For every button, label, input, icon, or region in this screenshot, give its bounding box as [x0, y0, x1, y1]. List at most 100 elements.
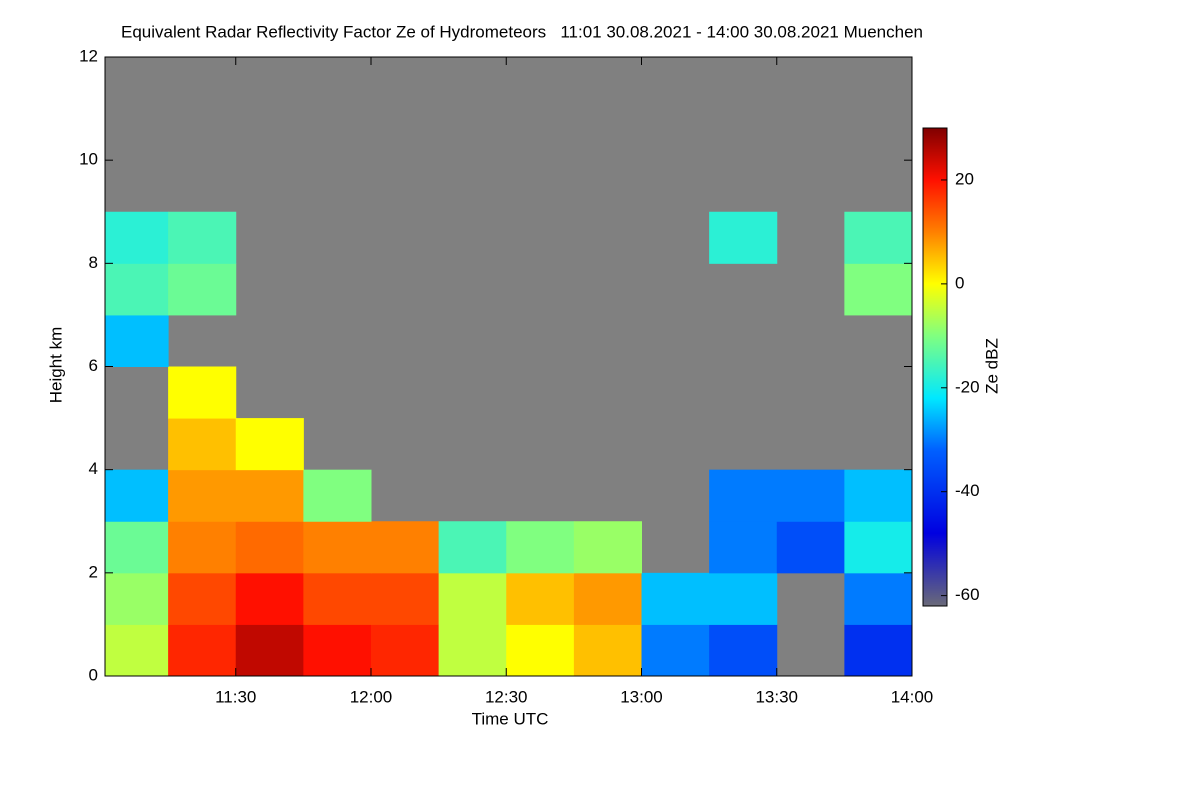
colorbar-strip: [923, 601, 947, 603]
colorbar-strip: [923, 571, 947, 573]
colorbar-strip: [923, 143, 947, 145]
heatmap-cell: [641, 572, 710, 625]
colorbar-strip: [923, 213, 947, 215]
colorbar-strip: [923, 329, 947, 331]
colorbar-strip: [923, 395, 947, 397]
colorbar-strip: [923, 293, 947, 295]
colorbar-strip: [923, 290, 947, 292]
colorbar-strip: [923, 495, 947, 497]
colorbar-strip: [923, 236, 947, 238]
colorbar-strip: [923, 202, 947, 204]
colorbar-strip: [923, 385, 947, 387]
colorbar-strip: [923, 278, 947, 280]
colorbar-strip: [923, 540, 947, 542]
colorbar-strip: [923, 318, 947, 320]
colorbar-strip: [923, 212, 947, 214]
colorbar-strip: [923, 519, 947, 521]
colorbar-strip: [923, 312, 947, 314]
colorbar-strip: [923, 292, 947, 294]
y-tick-label: 0: [89, 665, 98, 684]
colorbar-strip: [923, 443, 947, 445]
colorbar-strip: [923, 179, 947, 181]
heatmap-cell: [105, 263, 169, 316]
colorbar-strip: [923, 386, 947, 388]
colorbar-strip: [923, 324, 947, 326]
colorbar-strip: [923, 551, 947, 553]
colorbar-strip: [923, 409, 947, 411]
colorbar-strip: [923, 445, 947, 447]
colorbar-strip: [923, 240, 947, 242]
colorbar-strip: [923, 485, 947, 487]
colorbar-strip: [923, 271, 947, 273]
colorbar-strip: [923, 250, 947, 252]
colorbar-strip: [923, 294, 947, 296]
colorbar-strip: [923, 201, 947, 203]
y-tick-label: 12: [79, 46, 98, 65]
colorbar-strip: [923, 211, 947, 213]
colorbar-strip: [923, 193, 947, 195]
colorbar-strip: [923, 251, 947, 253]
colorbar-strip: [923, 275, 947, 277]
colorbar-strip: [923, 467, 947, 469]
colorbar-strip: [923, 532, 947, 534]
colorbar-strip: [923, 554, 947, 556]
colorbar-strip: [923, 301, 947, 303]
colorbar-strip: [923, 459, 947, 461]
chart-title: Equivalent Radar Reflectivity Factor Ze …: [121, 22, 923, 41]
colorbar-strip: [923, 168, 947, 170]
colorbar-strip: [923, 490, 947, 492]
colorbar-strip: [923, 206, 947, 208]
colorbar-strip: [923, 140, 947, 142]
heatmap-cell: [168, 572, 237, 625]
heatmap-cell: [235, 418, 304, 471]
colorbar-label: Ze dBZ: [982, 338, 1001, 394]
colorbar-strip: [923, 497, 947, 499]
colorbar-strip: [923, 469, 947, 471]
colorbar-strip: [923, 588, 947, 590]
colorbar-strip: [923, 399, 947, 401]
colorbar-strip: [923, 159, 947, 161]
colorbar-strip: [923, 358, 947, 360]
colorbar-strip: [923, 389, 947, 391]
colorbar-strip: [923, 151, 947, 153]
colorbar-strip: [923, 134, 947, 136]
colorbar-strip: [923, 581, 947, 583]
colorbar-strip: [923, 354, 947, 356]
colorbar-strip: [923, 493, 947, 495]
colorbar-strip: [923, 427, 947, 429]
colorbar-strip: [923, 259, 947, 261]
colorbar-strip: [923, 337, 947, 339]
heatmap-cell: [776, 469, 845, 522]
colorbar-strip: [923, 199, 947, 201]
colorbar-strip: [923, 258, 947, 260]
colorbar-strip: [923, 565, 947, 567]
colorbar-strip: [923, 479, 947, 481]
colorbar-strip: [923, 431, 947, 433]
colorbar-strip: [923, 192, 947, 194]
colorbar-strip: [923, 517, 947, 519]
colorbar-strip: [923, 494, 947, 496]
colorbar-strip: [923, 381, 947, 383]
colorbar-strip: [923, 315, 947, 317]
y-tick-label: 2: [89, 562, 98, 581]
colorbar-strip: [923, 491, 947, 493]
colorbar-strip: [923, 264, 947, 266]
colorbar-strip: [923, 325, 947, 327]
colorbar-strip: [923, 355, 947, 357]
colorbar-strip: [923, 587, 947, 589]
colorbar-strip: [923, 604, 947, 606]
colorbar-strip: [923, 129, 947, 131]
colorbar-strip: [923, 506, 947, 508]
colorbar-strip: [923, 133, 947, 135]
colorbar-strip: [923, 552, 947, 554]
colorbar-strip: [923, 237, 947, 239]
colorbar-strip: [923, 203, 947, 205]
colorbar-strip: [923, 405, 947, 407]
colorbar-strip: [923, 173, 947, 175]
colorbar-strip: [923, 347, 947, 349]
colorbar-tick-label: -60: [955, 585, 980, 604]
colorbar-strip: [923, 404, 947, 406]
colorbar-strip: [923, 420, 947, 422]
colorbar-strip: [923, 376, 947, 378]
colorbar-strip: [923, 175, 947, 177]
